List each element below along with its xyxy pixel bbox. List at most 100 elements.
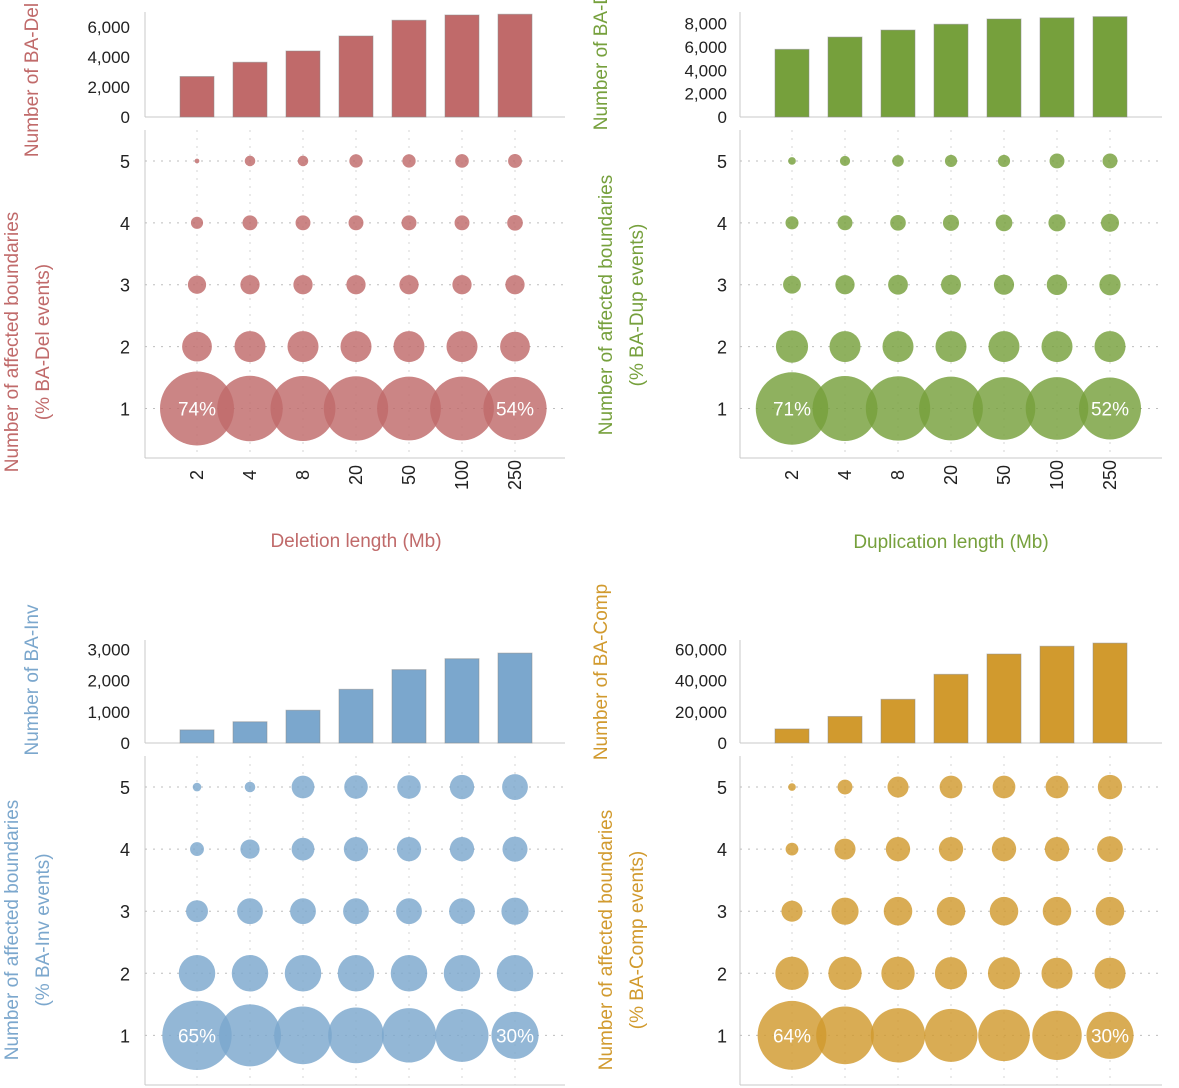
bar-y-tick-label: 1,000 <box>87 703 130 722</box>
bubble-r4-50 <box>991 836 1017 862</box>
bubble-r1-2 <box>755 372 829 445</box>
bar-100 <box>444 658 480 744</box>
bubble-r5-4 <box>244 781 256 793</box>
bubble-y-axis-label-line2: (% BA-Inv events) <box>33 853 54 1006</box>
bar-y-tick-label: 20,000 <box>675 703 727 722</box>
bar-2 <box>774 728 810 744</box>
bubble-y-axis-label-line2: (% BA-Dup events) <box>627 224 648 387</box>
bubble-r3-20 <box>343 898 369 925</box>
bubble-r1-2 <box>160 371 234 446</box>
bar-y-tick-label: 0 <box>718 734 727 753</box>
bar-2 <box>179 729 215 744</box>
bubble-r3-100 <box>449 898 475 925</box>
bubble-r3-20 <box>346 275 366 295</box>
bubble-y-tick-label: 1 <box>120 399 130 419</box>
bubble-r3-100 <box>452 275 472 295</box>
bubble-data-label: 52% <box>1091 399 1129 420</box>
bubble-r4-100 <box>1044 836 1070 862</box>
bubble-x-tick-label: 4 <box>835 470 855 480</box>
bar-y-tick-label: 4,000 <box>684 61 727 80</box>
bubble-r5-8 <box>892 155 904 167</box>
bubble-r1-250 <box>1078 377 1142 440</box>
bar-y-tick-label: 60,000 <box>675 640 727 659</box>
bubble-x-tick-label: 4 <box>240 470 260 480</box>
bubble-r3-100 <box>1042 896 1072 926</box>
bubble-r1-100 <box>1032 1010 1082 1061</box>
bubble-data-label: 74% <box>178 399 216 420</box>
bubble-y-tick-label: 5 <box>120 152 130 172</box>
bubble-r4-50 <box>401 215 417 231</box>
bubble-r3-250 <box>1099 274 1121 296</box>
bubble-y-tick-label: 5 <box>120 778 130 798</box>
bubble-r1-4 <box>816 1006 874 1065</box>
bar-y-tick-label: 3,000 <box>87 640 130 659</box>
bubble-y-axis-label-line1: Number of affected boundaries <box>596 175 617 436</box>
bubble-r4-8 <box>890 215 906 231</box>
bubble-x-axis-label: Deletion length (Mb) <box>270 531 441 552</box>
bubble-r1-20 <box>919 376 983 441</box>
bubble-r5-4 <box>837 779 853 795</box>
bubble-r5-50 <box>992 775 1016 799</box>
bubble-r3-8 <box>290 898 316 925</box>
bubble-r5-100 <box>1049 153 1065 169</box>
bubble-r5-2 <box>194 158 200 164</box>
bubble-r1-20 <box>328 1007 384 1064</box>
bubble-r4-8 <box>885 836 911 862</box>
bubble-r3-4 <box>835 275 855 295</box>
bubble-r3-50 <box>989 896 1019 926</box>
bubble-r4-20 <box>938 836 964 862</box>
bubble-r1-8 <box>865 376 931 441</box>
bubble-y-tick-label: 2 <box>120 338 130 358</box>
bar-250 <box>497 13 533 118</box>
bubble-data-label: 54% <box>496 399 534 420</box>
bubble-data-label: 30% <box>496 1026 534 1047</box>
bar-y-tick-label: 0 <box>121 734 130 753</box>
bar-4 <box>827 36 863 118</box>
bar-4 <box>232 61 268 118</box>
bar-2 <box>179 76 215 118</box>
bar-20 <box>933 673 969 744</box>
bubble-r4-2 <box>190 842 204 857</box>
bar-100 <box>444 14 480 118</box>
bar-2 <box>774 48 810 118</box>
bubble-r1-50 <box>377 376 441 441</box>
bubble-x-tick-label: 250 <box>1100 460 1120 490</box>
bubble-r1-100 <box>430 376 494 441</box>
bubble-r3-2 <box>783 275 801 294</box>
bubble-r4-250 <box>1100 213 1120 232</box>
bubble-r3-50 <box>993 274 1015 295</box>
bubble-r2-20 <box>337 955 375 992</box>
bar-20 <box>338 688 374 744</box>
bubble-r3-250 <box>505 275 525 295</box>
bubble-r5-20 <box>944 154 958 168</box>
bubble-y-tick-label: 4 <box>717 840 727 860</box>
bubble-r4-2 <box>785 842 799 856</box>
bubble-r2-2 <box>775 956 809 990</box>
bubble-r3-2 <box>186 900 208 923</box>
bubble-r1-250 <box>491 1011 539 1059</box>
bubble-r5-2 <box>788 783 796 791</box>
bubble-r4-50 <box>995 214 1013 232</box>
bubble-r4-100 <box>449 836 475 862</box>
bubble-r3-2 <box>187 275 207 294</box>
bubble-data-label: 71% <box>773 399 811 420</box>
bubble-x-tick-label: 2 <box>187 470 207 480</box>
bar-y-tick-label: 6,000 <box>684 38 727 57</box>
bubble-y-tick-label: 3 <box>717 276 727 296</box>
bubble-y-tick-label: 1 <box>717 399 727 419</box>
bubble-y-tick-label: 4 <box>120 214 130 234</box>
bar-y-tick-label: 2,000 <box>684 85 727 104</box>
bar-y-tick-label: 2,000 <box>87 672 130 691</box>
bubble-r4-250 <box>502 836 528 862</box>
bubble-r2-100 <box>1041 331 1073 363</box>
bubble-r2-20 <box>934 957 968 990</box>
bubble-r4-100 <box>454 215 470 231</box>
bubble-y-tick-label: 5 <box>717 152 727 172</box>
bubble-r2-8 <box>287 331 319 363</box>
bubble-r4-4 <box>837 215 853 231</box>
bubble-r5-8 <box>291 775 315 799</box>
bubble-r3-20 <box>936 896 966 926</box>
bubble-x-tick-label: 100 <box>1047 460 1067 490</box>
bubble-r5-250 <box>502 774 528 800</box>
